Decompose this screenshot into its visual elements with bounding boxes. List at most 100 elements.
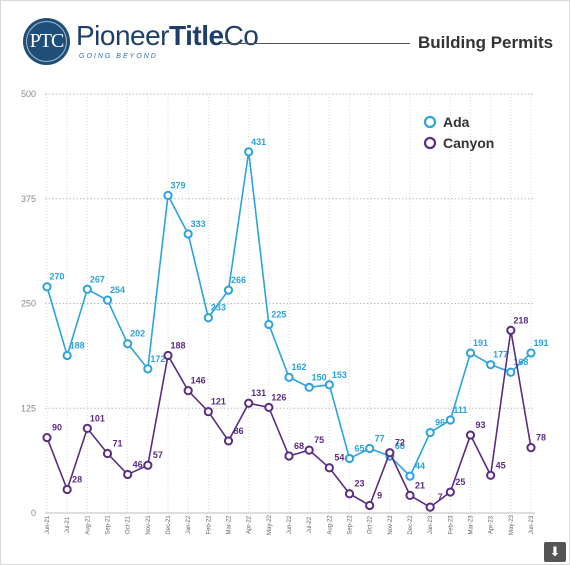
data-label: 46 [133,459,143,469]
data-label: 202 [130,329,145,339]
data-label: 150 [312,372,327,382]
data-point [183,386,193,396]
data-label: 28 [72,475,82,485]
data-label: 101 [90,413,105,423]
data-label: 177 [493,350,508,360]
data-point [62,484,72,495]
data-point [264,319,274,330]
data-point [344,489,355,499]
data-label: 72 [395,438,405,448]
data-label: 333 [191,219,206,229]
data-label: 68 [294,441,304,451]
data-label: 86 [233,426,243,436]
data-label: 188 [70,340,85,350]
x-tick-label: Mar-22 [227,515,233,535]
data-point [183,229,193,239]
data-label: 191 [533,338,548,348]
x-tick-label: Dec-22 [408,515,414,535]
x-tick-label: Jan-22 [186,515,192,534]
x-tick-label: Jul-22 [307,516,313,533]
data-point [304,382,314,392]
data-point [42,282,52,292]
legend-label: Ada [443,114,470,130]
data-point [365,443,375,454]
data-label: 21 [415,480,425,490]
data-point [102,448,113,459]
data-label: 78 [536,433,546,443]
data-point [123,469,133,480]
data-point [425,502,435,512]
data-point [82,423,92,433]
data-label: 191 [473,338,488,348]
x-tick-label: Oct-21 [126,515,132,534]
x-tick-label: Jun-23 [529,515,535,534]
brand-part-3: Co [223,20,259,51]
x-tick-label: Apr-22 [247,515,253,534]
data-point [223,285,234,295]
data-point [203,407,213,417]
data-label: 75 [314,435,324,445]
data-point [465,430,476,440]
data-point [42,432,52,443]
legend-marker [423,115,437,129]
x-tick-label: Aug-22 [327,515,333,535]
x-tick-label: Aug-21 [85,515,91,535]
data-label: 68 [395,441,405,451]
data-label: 45 [496,460,506,470]
data-point [445,487,455,497]
data-label: 96 [435,418,445,428]
data-point [163,350,173,361]
x-tick-label: Feb-22 [206,515,212,535]
download-button[interactable]: ⬇ [544,542,566,562]
data-point [324,463,334,473]
data-label: 54 [334,453,344,463]
header-divider [222,43,410,44]
brand-part-1: Pioneer [76,20,170,51]
y-tick-label: 250 [21,299,36,309]
legend-label: Canyon [443,135,494,151]
data-label: 168 [513,357,528,367]
data-label: 146 [191,376,206,386]
y-tick-label: 500 [21,89,36,99]
x-tick-label: Mar-23 [469,515,475,535]
data-label: 77 [375,433,385,443]
data-point [324,380,334,390]
data-label: 57 [153,450,163,460]
x-tick-label: Feb-23 [448,515,454,535]
y-tick-label: 0 [31,508,36,518]
data-point [405,490,415,501]
x-tick-label: Nov-22 [388,515,394,535]
x-tick-label: Apr-23 [489,515,495,534]
data-point [62,350,72,361]
data-label: 153 [332,370,347,380]
data-point [102,295,113,305]
x-tick-label: Jun-21 [45,515,51,534]
data-point [82,284,92,294]
data-point [526,443,536,453]
data-point [465,348,476,358]
data-point [385,448,395,458]
data-label: 9 [377,490,382,500]
data-point [284,372,294,382]
data-label: 131 [251,388,266,398]
y-tick-label: 375 [21,194,36,204]
data-label: 25 [455,477,465,487]
company-logo: PTC [23,18,70,65]
data-label: 111 [453,405,467,415]
x-tick-label: Oct-22 [368,515,374,534]
x-tick-label: May-23 [509,514,515,535]
data-label: 431 [251,137,266,147]
data-label: 65 [354,444,364,454]
data-point [223,436,234,446]
data-point [486,470,496,480]
page-title: Building Permits [418,33,554,52]
x-tick-label: Sep-21 [106,515,112,535]
x-tick-label: May-22 [267,514,273,535]
data-point [365,500,375,511]
tagline: GOING BEYOND [79,53,158,60]
data-point [244,147,254,157]
legend-marker [423,136,437,150]
data-point [526,348,536,358]
brand-name: PioneerTitleCo [76,20,259,52]
